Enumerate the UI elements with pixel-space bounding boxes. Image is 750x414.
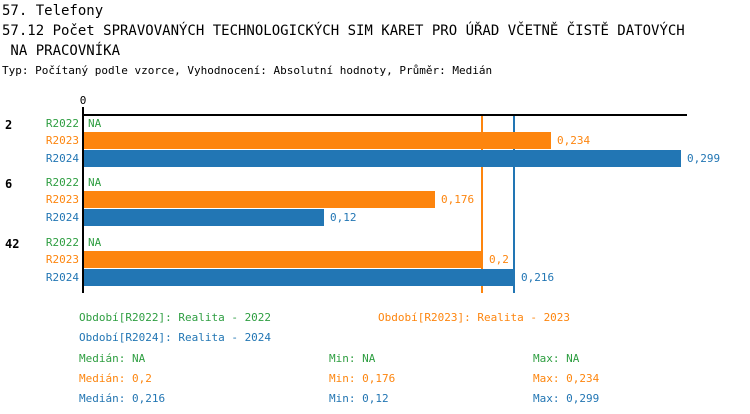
stat-max-r2024: Max: 0,299 [533,392,600,405]
bar-r2023 [84,191,435,208]
category-label: 6 [5,177,13,191]
bar-value-label: 0,12 [330,211,357,224]
series-label-r2023: R2023 [45,193,79,206]
value-axis-line [82,114,687,116]
chart-subtitle-line1: 57.12 Počet SPRAVOVANÝCH TECHNOLOGICKÝCH… [2,23,685,39]
bar-value-label: 0,2 [489,253,509,266]
series-label-r2022: R2022 [45,117,79,130]
bar-value-label: NA [88,117,102,130]
category-label: 2 [5,118,13,132]
bar-value-label: NA [88,236,102,249]
series-label-r2024: R2024 [45,271,79,284]
chart-subtitle-line2: NA PRACOVNÍKA [2,43,121,59]
series-label-r2023: R2023 [45,253,79,266]
stat-min-r2023: Min: 0,176 [329,372,396,385]
series-label-r2022: R2022 [45,176,79,189]
page-title: 57. Telefony [2,3,104,19]
bar-value-label: 0,176 [441,193,475,206]
series-label-r2024: R2024 [45,152,79,165]
bar-r2024 [84,209,324,226]
median-reference-line-r2024 [513,116,515,293]
stat-max-r2023: Max: 0,234 [533,372,600,385]
bar-r2023 [84,132,551,149]
stat-max-r2022: Max: NA [533,352,580,365]
series-label-r2023: R2023 [45,134,79,147]
stat-median-r2024: Medián: 0,216 [79,392,166,405]
stat-median-r2022: Medián: NA [79,352,146,365]
zero-baseline-line [82,107,84,293]
legend-item-r2023: Období[R2023]: Realita - 2023 [378,311,571,324]
bar-value-label: NA [88,176,102,189]
bar-value-label: 0,299 [687,152,721,165]
series-label-r2022: R2022 [45,236,79,249]
chart-meta-line: Typ: Počítaný podle vzorce, Vyhodnocení:… [2,64,493,77]
bar-r2024 [84,150,681,167]
legend-item-r2022: Období[R2022]: Realita - 2022 [79,311,272,324]
median-reference-line-r2023 [481,116,483,293]
legend-item-r2024: Období[R2024]: Realita - 2024 [79,331,272,344]
bar-r2024 [84,269,515,286]
bar-value-label: 0,234 [557,134,591,147]
category-label: 42 [5,237,20,251]
series-label-r2024: R2024 [45,211,79,224]
bar-r2023 [84,251,483,268]
stat-min-r2022: Min: NA [329,352,376,365]
bar-value-label: 0,216 [521,271,555,284]
stat-median-r2023: Medián: 0,2 [79,372,152,385]
zero-tick-label: 0 [79,94,87,107]
stat-min-r2024: Min: 0,12 [329,392,389,405]
